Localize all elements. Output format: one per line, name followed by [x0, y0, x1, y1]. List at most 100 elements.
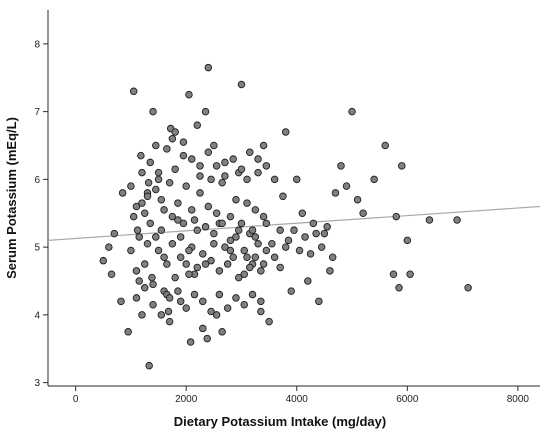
data-point	[293, 175, 301, 184]
data-point	[186, 338, 195, 346]
data-point	[251, 206, 260, 214]
data-point	[254, 168, 262, 177]
data-point	[298, 209, 307, 217]
data-point	[135, 233, 143, 241]
data-point	[117, 297, 125, 306]
data-point	[207, 175, 215, 184]
data-point	[132, 294, 141, 302]
data-point	[215, 267, 224, 275]
x-tick-label: 8000	[507, 394, 530, 405]
data-point	[425, 216, 434, 224]
data-point	[199, 250, 207, 258]
data-point	[138, 199, 146, 207]
data-point	[215, 290, 224, 299]
data-point	[237, 80, 246, 89]
data-point	[179, 219, 188, 228]
data-point	[196, 172, 204, 180]
data-point	[193, 263, 202, 272]
data-point	[144, 179, 153, 187]
data-point	[392, 212, 401, 221]
data-point	[265, 317, 273, 326]
data-point	[251, 253, 260, 262]
y-tick-label: 7	[34, 107, 40, 118]
data-point	[204, 63, 213, 72]
data-point	[140, 284, 149, 292]
data-point	[262, 162, 271, 170]
data-point	[201, 107, 210, 116]
data-point	[257, 297, 265, 306]
data-point	[138, 168, 146, 177]
data-point	[160, 253, 168, 262]
data-point	[204, 202, 213, 211]
data-point	[226, 236, 235, 245]
data-point	[464, 284, 472, 292]
data-point	[331, 189, 340, 197]
y-axis-title: Serum Potassium (mEq/L)	[4, 117, 19, 279]
data-point	[240, 300, 248, 309]
data-point	[301, 233, 309, 241]
data-point	[182, 182, 190, 190]
data-point	[196, 162, 204, 170]
data-point	[326, 267, 334, 275]
data-point	[276, 226, 284, 234]
data-point	[207, 307, 215, 316]
data-point	[328, 253, 337, 262]
data-point	[348, 107, 356, 116]
data-point	[281, 243, 290, 251]
data-point	[137, 151, 145, 160]
data-point	[146, 219, 155, 228]
data-point	[370, 175, 378, 184]
data-point	[246, 148, 254, 157]
data-point	[257, 307, 265, 316]
data-point	[207, 256, 215, 265]
data-point	[309, 219, 318, 228]
y-tick-label: 8	[34, 39, 40, 50]
data-point	[320, 229, 329, 238]
data-point	[359, 209, 367, 217]
data-point	[110, 229, 119, 238]
data-point	[143, 239, 152, 248]
data-point	[403, 236, 412, 245]
data-point	[323, 223, 331, 231]
data-point	[157, 195, 166, 204]
data-point	[240, 246, 248, 255]
y-tick-label: 5	[34, 243, 40, 254]
data-point	[262, 246, 271, 255]
data-point	[212, 209, 221, 217]
data-point	[381, 141, 389, 150]
data-point	[174, 287, 182, 295]
x-axis-title: Dietary Potassium Intake (mg/day)	[174, 414, 386, 429]
data-point	[353, 195, 362, 204]
data-point	[149, 280, 157, 289]
data-point	[176, 233, 185, 241]
data-point	[243, 175, 251, 184]
data-point	[223, 304, 232, 312]
data-point	[223, 260, 232, 268]
data-point	[165, 294, 174, 302]
data-point	[164, 307, 173, 316]
data-point	[232, 195, 240, 204]
data-point	[165, 317, 174, 326]
data-point	[306, 250, 315, 258]
data-point	[140, 209, 149, 217]
data-point	[237, 165, 246, 173]
data-point	[132, 267, 141, 275]
data-point	[135, 277, 143, 285]
data-point	[210, 229, 218, 238]
fit-line	[47, 205, 541, 241]
points-layer	[99, 63, 472, 370]
data-point	[304, 277, 312, 285]
data-point	[201, 223, 210, 231]
data-point	[203, 334, 211, 343]
data-point	[226, 212, 235, 221]
data-point	[234, 226, 243, 234]
data-point	[210, 141, 218, 150]
data-point	[149, 107, 157, 116]
data-point	[212, 162, 221, 170]
data-point	[251, 233, 260, 241]
data-point	[221, 243, 229, 251]
data-point	[221, 172, 229, 180]
data-point	[259, 141, 268, 150]
data-point	[281, 128, 290, 136]
data-point	[163, 145, 171, 153]
